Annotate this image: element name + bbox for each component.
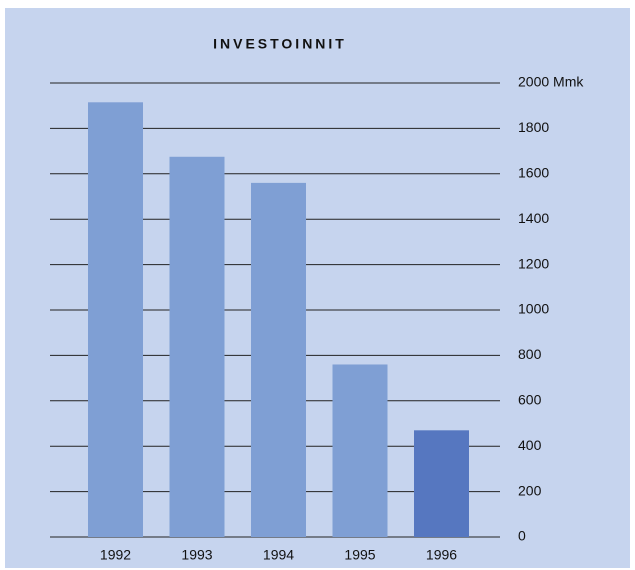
bar <box>414 430 469 537</box>
y-tick-label: 1600 <box>518 165 549 181</box>
bar <box>169 156 225 537</box>
y-tick-label: 2000 Mmk <box>518 74 584 90</box>
x-tick-label: 1992 <box>100 547 131 563</box>
y-tick-label: 1000 <box>518 301 549 317</box>
y-tick-label: 200 <box>518 482 542 498</box>
y-tick-label: 800 <box>518 346 542 362</box>
x-tick-label: 1994 <box>263 547 294 563</box>
x-tick-label: 1993 <box>181 547 212 563</box>
x-tick-label: 1995 <box>344 547 375 563</box>
chart-title: INVESTOINNIT <box>213 36 347 52</box>
y-tick-label: 1800 <box>518 119 549 135</box>
x-tick-label: 1996 <box>426 547 457 563</box>
y-tick-label: 600 <box>518 392 542 408</box>
y-tick-label: 1200 <box>518 255 549 271</box>
bar <box>332 364 388 537</box>
y-tick-label: 1400 <box>518 210 549 226</box>
y-tick-label: 400 <box>518 437 542 453</box>
y-tick-label: 0 <box>518 528 526 544</box>
bar <box>88 102 143 538</box>
bar <box>251 182 306 537</box>
